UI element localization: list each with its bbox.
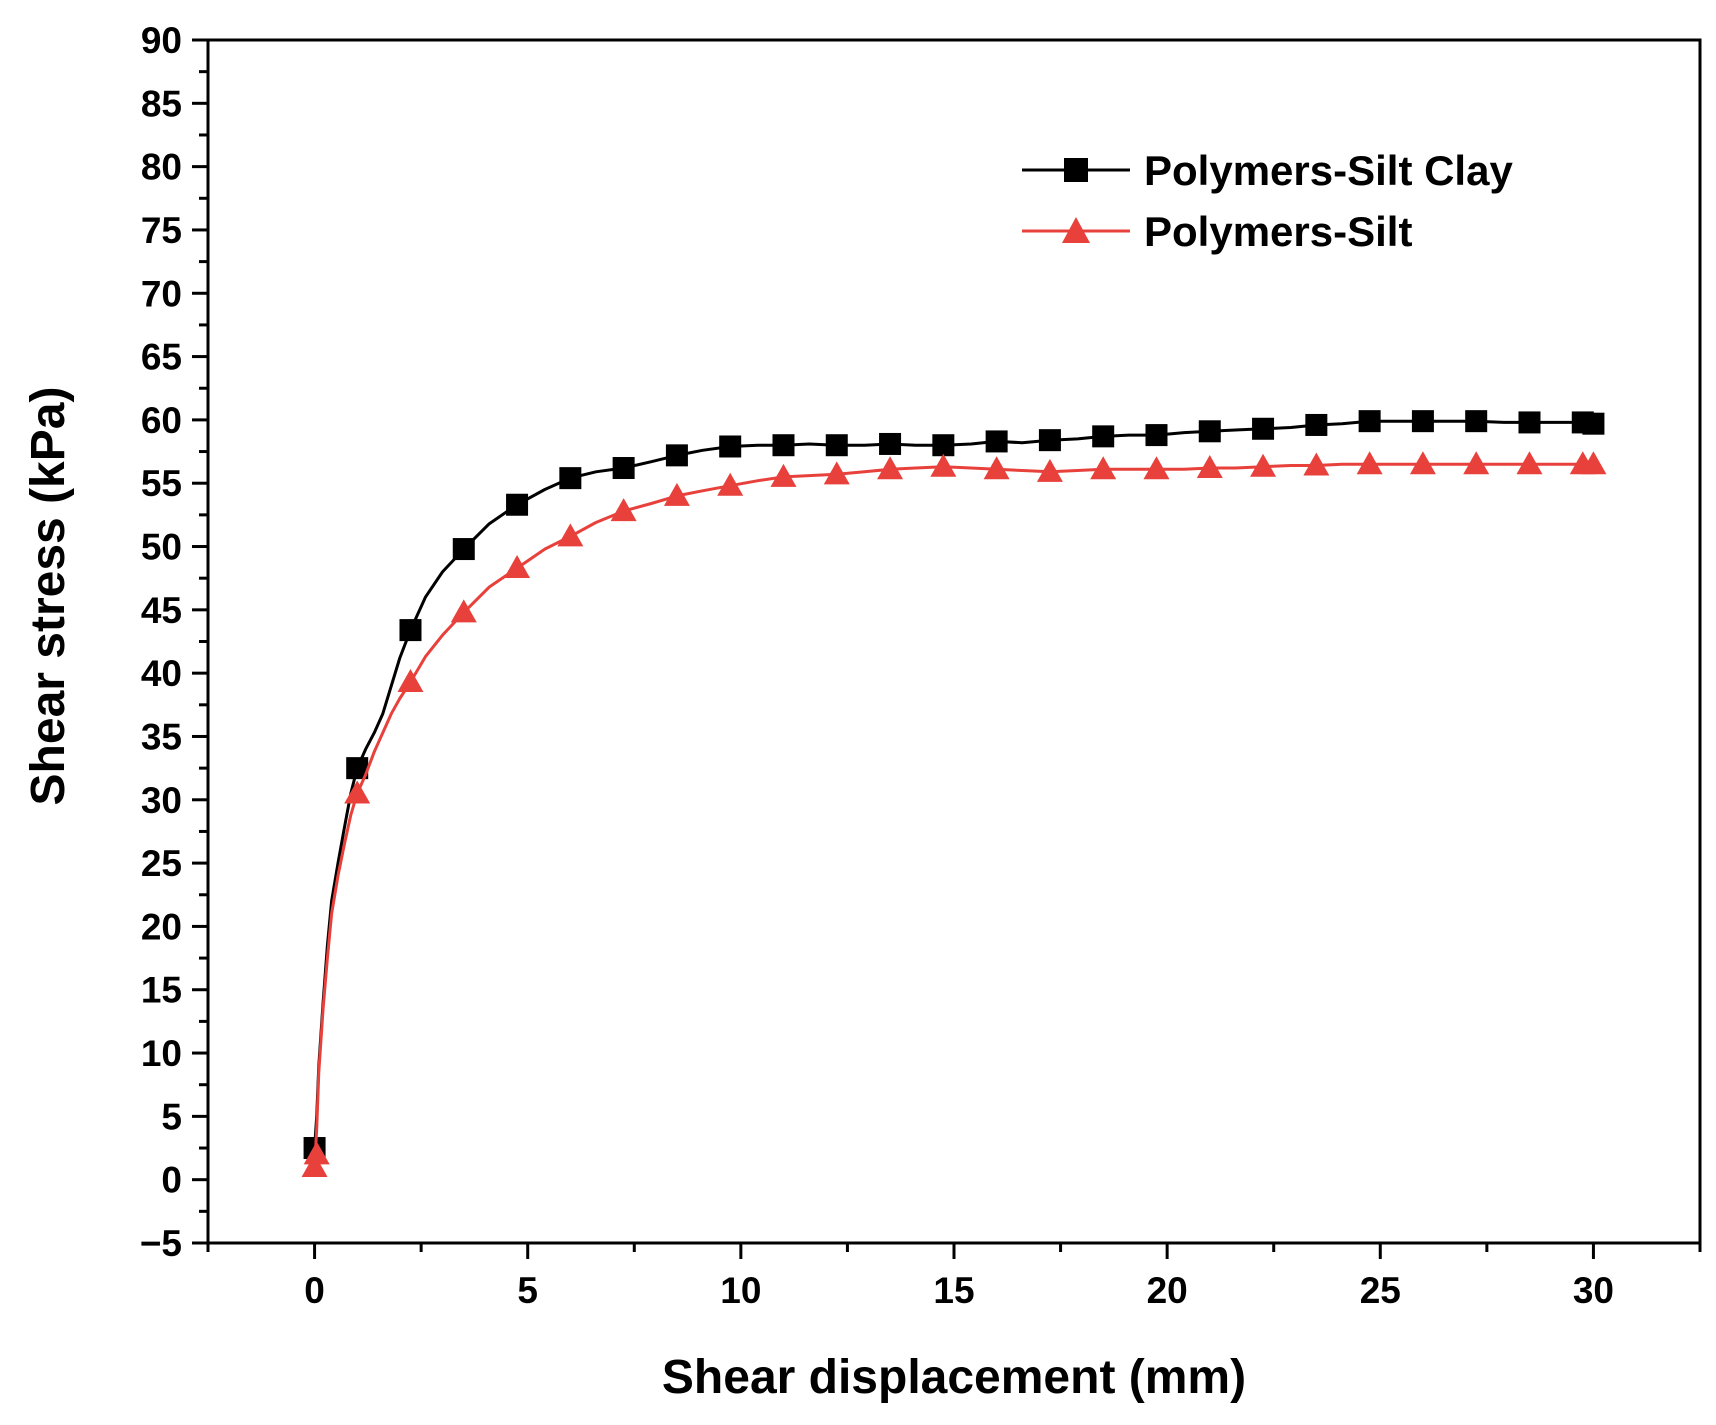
series-1	[301, 451, 1607, 1178]
legend-label-series-1: Polymers-Silt	[1144, 208, 1412, 255]
y-tick-label: 80	[141, 147, 182, 188]
data-point-square	[506, 493, 529, 516]
data-point-triangle	[930, 453, 957, 477]
y-tick-label: 45	[141, 590, 182, 631]
y-tick-label: 15	[141, 970, 182, 1011]
y-tick-label: 35	[141, 716, 182, 757]
data-point-triangle	[1463, 451, 1490, 475]
x-tick-label: 10	[720, 1270, 761, 1311]
x-axis-title: Shear displacement (mm)	[662, 1351, 1246, 1404]
data-point-square	[612, 457, 635, 480]
data-point-square	[1305, 413, 1328, 436]
data-point-triangle	[877, 456, 904, 480]
data-point-triangle	[610, 498, 637, 522]
y-tick-label: 5	[161, 1096, 182, 1137]
series-line	[313, 462, 1594, 1168]
data-point-square	[346, 757, 369, 780]
legend-marker-triangle	[1062, 217, 1090, 243]
y-tick-label: 70	[141, 273, 182, 314]
data-point-square	[665, 444, 688, 467]
data-point-triangle	[1580, 451, 1607, 475]
data-point-triangle	[301, 1154, 328, 1178]
plot-frame	[206, 38, 1702, 1245]
data-point-triangle	[770, 463, 797, 487]
data-point-triangle	[717, 472, 744, 496]
data-point-square	[932, 434, 955, 457]
x-tick-label: 30	[1573, 1270, 1614, 1311]
data-point-triangle	[983, 456, 1010, 480]
data-point-square	[1358, 410, 1381, 433]
y-tick-label: 10	[141, 1033, 182, 1074]
y-tick-label: 65	[141, 337, 182, 378]
x-tick-label: 15	[933, 1270, 974, 1311]
data-point-square	[452, 538, 475, 561]
legend-label-series-0: Polymers-Silt Clay	[1144, 147, 1513, 194]
data-point-square	[1038, 429, 1061, 452]
data-point-triangle	[1516, 451, 1543, 475]
legend-item-series-1: Polymers-Silt	[1022, 208, 1412, 255]
data-point-square	[559, 467, 582, 490]
data-point-triangle	[397, 669, 424, 693]
data-point-triangle	[1196, 455, 1223, 479]
data-point-triangle	[557, 523, 584, 547]
y-tick-label: 50	[141, 527, 182, 568]
data-point-triangle	[1303, 452, 1330, 476]
data-point-square	[772, 434, 795, 457]
series-line	[313, 419, 1594, 1149]
y-tick-label: −5	[140, 1223, 182, 1264]
data-point-square	[879, 432, 902, 455]
series-layer	[301, 410, 1607, 1178]
data-point-triangle	[1036, 458, 1063, 482]
data-point-square	[1518, 411, 1541, 434]
y-tick-label: 75	[141, 210, 182, 251]
data-point-square	[1411, 410, 1434, 433]
data-point-square	[825, 434, 848, 457]
y-tick-label: 60	[141, 400, 182, 441]
data-point-square	[399, 619, 422, 642]
data-point-triangle	[1356, 451, 1383, 475]
y-axis-title: Shear stress (kPa)	[22, 387, 75, 806]
data-point-triangle	[1143, 456, 1170, 480]
data-point-square	[1145, 424, 1168, 447]
y-tick-label: 25	[141, 843, 182, 884]
x-tick-label: 0	[304, 1270, 325, 1311]
data-point-square	[1582, 412, 1605, 435]
y-tick-label: 85	[141, 83, 182, 124]
y-tick-label: 20	[141, 906, 182, 947]
x-tick-label: 5	[517, 1270, 538, 1311]
data-point-square	[1465, 410, 1488, 433]
y-tick-label: 0	[161, 1160, 182, 1201]
data-point-square	[719, 435, 742, 458]
y-tick-label: 55	[141, 463, 182, 504]
data-point-triangle	[1090, 456, 1117, 480]
series-0	[303, 410, 1605, 1160]
x-tick-label: 25	[1360, 1270, 1401, 1311]
data-point-triangle	[1409, 451, 1436, 475]
data-point-triangle	[663, 482, 690, 506]
data-point-triangle	[1250, 453, 1277, 477]
legend-marker-square	[1064, 158, 1088, 182]
data-point-triangle	[450, 599, 477, 623]
x-tick-label: 20	[1147, 1270, 1188, 1311]
y-tick-label: 40	[141, 653, 182, 694]
legend: Polymers-Silt Clay Polymers-Silt	[1022, 147, 1513, 255]
y-tick-label: 30	[141, 780, 182, 821]
data-point-triangle	[504, 555, 531, 579]
data-point-square	[1198, 420, 1221, 443]
data-point-square	[1092, 425, 1115, 448]
data-point-triangle	[823, 461, 850, 485]
data-point-triangle	[344, 780, 371, 804]
data-point-square	[985, 430, 1008, 453]
data-point-triangle	[303, 1141, 330, 1165]
y-tick-label: 90	[141, 20, 182, 61]
data-point-square	[1252, 417, 1275, 440]
legend-item-series-0: Polymers-Silt Clay	[1022, 147, 1513, 194]
axes-layer: 0 5 10 15 20 25 30 −5 0 5 10 15 20 25 30 35 40 45 50 55 60 65…	[140, 20, 1702, 1311]
